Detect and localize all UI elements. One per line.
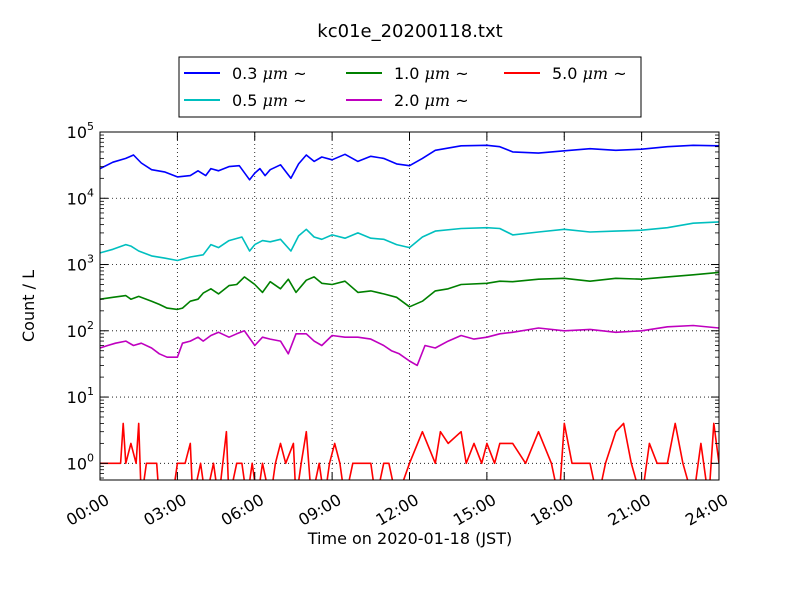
- y-tick-label: 103: [67, 253, 94, 275]
- x-tick-label: 12:00: [372, 490, 421, 530]
- series-lines: [100, 144, 719, 480]
- y-tick-label: 100: [67, 451, 94, 473]
- x-tick-label: 03:00: [140, 490, 189, 530]
- series-line-2-0-um: [100, 324, 719, 367]
- series-line-5-0-um: [100, 422, 719, 480]
- legend-label: 0.5 μm ~: [232, 91, 307, 110]
- x-tick-label: 15:00: [450, 490, 499, 530]
- legend-label: 5.0 μm ~: [552, 64, 627, 83]
- x-tick-label: 00:00: [63, 490, 112, 530]
- x-tick-label: 06:00: [218, 490, 267, 530]
- series-line-1-0-um: [100, 271, 719, 311]
- legend: 0.3 μm ~ 0.5 μm ~ 1.0 μm ~ 2.0 μm ~ 5.0 μm ~: [178, 56, 642, 118]
- y-axis-label: Count / L: [19, 270, 38, 342]
- legend-label: 1.0 μm ~: [394, 64, 469, 83]
- x-tick-label: 21:00: [605, 490, 654, 530]
- y-axis-ticks: 100 101 102 103 104 105: [67, 120, 719, 479]
- x-tick-label: 09:00: [295, 490, 344, 530]
- series-line-0-3-um: [100, 144, 719, 181]
- y-tick-label: 104: [67, 186, 94, 208]
- chart-title: kc01e_20200118.txt: [317, 21, 502, 42]
- series-line-0-5-um: [100, 221, 719, 262]
- y-tick-label: 102: [67, 319, 94, 341]
- y-tick-label: 105: [67, 120, 94, 142]
- legend-label: 0.3 μm ~: [232, 64, 307, 83]
- x-tick-label: 18:00: [527, 490, 576, 530]
- y-tick-label: 101: [67, 385, 94, 407]
- x-tick-label: 24:00: [682, 490, 731, 530]
- x-axis-label: Time on 2020-01-18 (JST): [307, 529, 512, 548]
- legend-label: 2.0 μm ~: [394, 91, 469, 110]
- legend-box: [178, 56, 642, 118]
